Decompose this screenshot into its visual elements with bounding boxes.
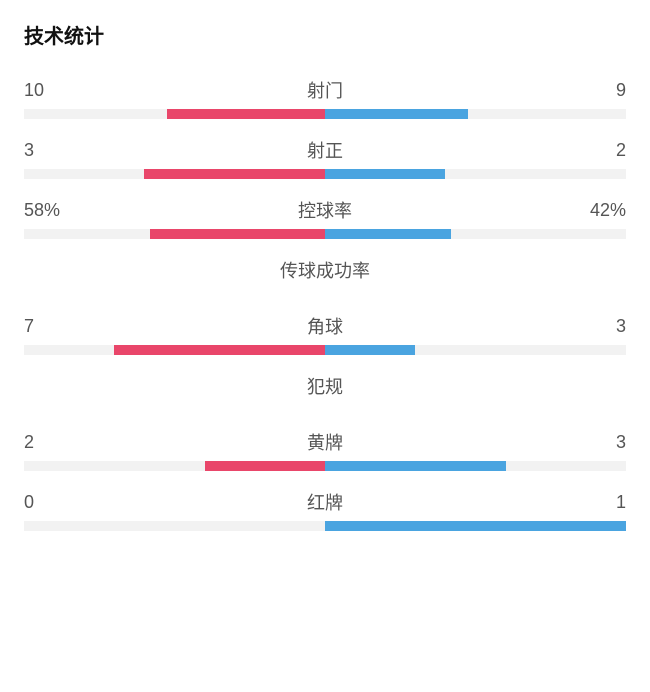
- stat-bar-away: [325, 229, 451, 239]
- stat-home-value: 58%: [24, 200, 225, 221]
- stat-row: 7角球3: [24, 313, 626, 355]
- stat-away-value: 1: [425, 492, 626, 513]
- stat-labels: 传球成功率: [24, 257, 626, 283]
- stat-bar-track: [24, 345, 626, 355]
- stat-row: 0红牌1: [24, 489, 626, 531]
- stat-name: 射门: [225, 77, 426, 103]
- stat-bar-away: [325, 345, 415, 355]
- stat-away-value: 3: [425, 432, 626, 453]
- stat-row: 58%控球率42%: [24, 197, 626, 239]
- stat-labels: 58%控球率42%: [24, 197, 626, 223]
- stat-row: 3射正2: [24, 137, 626, 179]
- stat-bar-track: [24, 229, 626, 239]
- stat-row: 2黄牌3: [24, 429, 626, 471]
- section-title: 技术统计: [24, 20, 626, 49]
- stat-away-value: 3: [425, 316, 626, 337]
- stat-bar-home: [114, 345, 325, 355]
- stat-bar-away: [325, 169, 445, 179]
- stat-bar-away: [325, 461, 506, 471]
- stat-name: 角球: [225, 313, 426, 339]
- stat-away-value: 9: [425, 80, 626, 101]
- stat-name: 黄牌: [225, 429, 426, 455]
- stat-bar-away: [325, 521, 626, 531]
- stat-name: 射正: [225, 137, 426, 163]
- stat-bar-track: [24, 461, 626, 471]
- stat-home-value: 7: [24, 316, 225, 337]
- stat-bar-home: [205, 461, 325, 471]
- stat-name: 控球率: [225, 197, 426, 223]
- stat-labels: 0红牌1: [24, 489, 626, 515]
- stat-home-value: 3: [24, 140, 225, 161]
- stat-bar-home: [144, 169, 325, 179]
- stat-bar-track: [24, 169, 626, 179]
- stat-away-value: 2: [425, 140, 626, 161]
- stats-list: 10射门93射正258%控球率42%传球成功率7角球3犯规2黄牌30红牌1: [24, 77, 626, 531]
- stat-home-value: 2: [24, 432, 225, 453]
- stat-row: 传球成功率: [24, 257, 626, 283]
- stat-home-value: 10: [24, 80, 225, 101]
- stat-name: 红牌: [225, 489, 426, 515]
- stat-home-value: 0: [24, 492, 225, 513]
- stat-labels: 10射门9: [24, 77, 626, 103]
- stat-name: 传球成功率: [225, 257, 426, 283]
- stat-bar-home: [167, 109, 325, 119]
- stat-row: 10射门9: [24, 77, 626, 119]
- stat-row: 犯规: [24, 373, 626, 399]
- stat-bar-track: [24, 521, 626, 531]
- stat-labels: 犯规: [24, 373, 626, 399]
- stat-labels: 7角球3: [24, 313, 626, 339]
- stat-name: 犯规: [225, 373, 426, 399]
- stat-bar-away: [325, 109, 468, 119]
- stat-labels: 3射正2: [24, 137, 626, 163]
- stat-away-value: 42%: [425, 200, 626, 221]
- stat-labels: 2黄牌3: [24, 429, 626, 455]
- stat-bar-track: [24, 109, 626, 119]
- stat-bar-home: [150, 229, 325, 239]
